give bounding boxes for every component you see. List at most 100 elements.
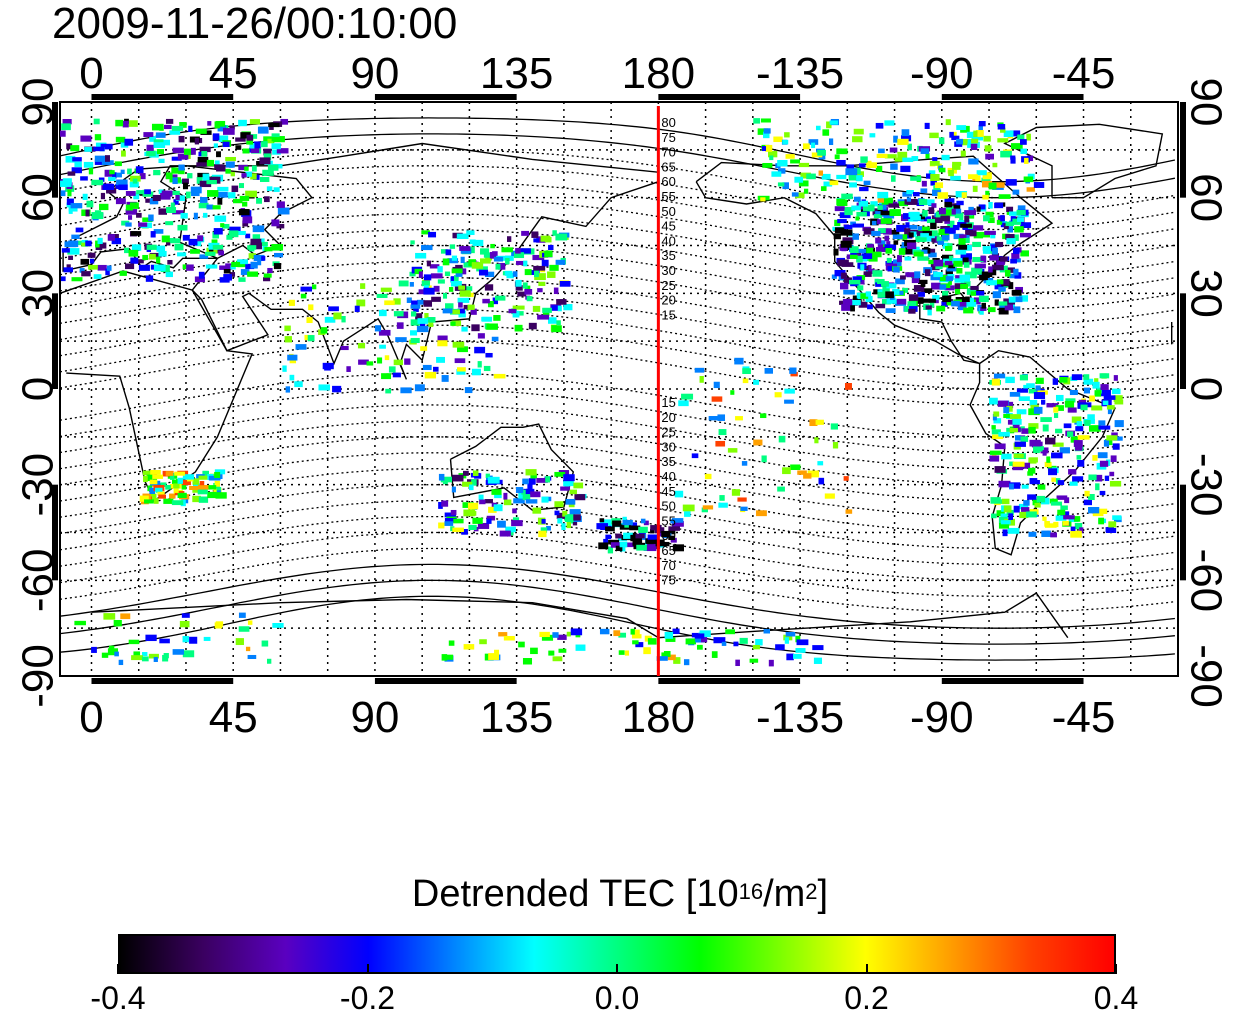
tec-point <box>933 271 943 278</box>
tec-point <box>300 286 313 292</box>
tec-point <box>975 130 984 137</box>
tec-point <box>860 264 865 271</box>
tec-point <box>444 512 456 518</box>
tec-point <box>599 519 612 526</box>
tec-point <box>478 494 484 501</box>
tec-point <box>145 275 154 282</box>
tec-point <box>259 157 271 165</box>
tec-point <box>102 183 115 190</box>
tec-point <box>497 520 506 528</box>
tec-point <box>886 257 892 263</box>
tec-point <box>101 652 109 658</box>
tec-point <box>445 303 454 309</box>
tec-point <box>959 274 971 282</box>
tec-point <box>815 419 824 425</box>
tec-point <box>953 233 964 240</box>
tec-point <box>190 186 202 194</box>
tec-point <box>217 125 227 132</box>
tec-point <box>638 526 648 533</box>
tec-point <box>1055 515 1067 521</box>
tec-point <box>981 177 991 183</box>
tec-point <box>494 649 500 656</box>
tec-point <box>1013 453 1024 458</box>
tec-point <box>711 651 718 658</box>
tec-point <box>522 478 529 485</box>
tec-point <box>718 429 727 436</box>
tec-point <box>248 253 256 259</box>
tec-point <box>60 190 66 197</box>
tec-point <box>541 518 546 524</box>
tec-point <box>538 530 547 538</box>
tec-point <box>62 178 72 185</box>
tec-point <box>114 651 119 657</box>
tec-point <box>146 474 153 482</box>
tec-point <box>530 647 538 655</box>
tec-point <box>933 259 944 267</box>
tec-point <box>889 147 898 153</box>
tec-point <box>957 305 967 311</box>
tec-point <box>103 613 116 620</box>
tec-point <box>994 299 999 306</box>
tec-point <box>1069 389 1078 396</box>
tec-point <box>231 261 241 267</box>
tec-point <box>893 259 902 267</box>
tec-point <box>70 145 80 152</box>
y-tick-left: -90 <box>14 644 63 708</box>
tec-point <box>982 194 989 200</box>
tec-point <box>137 259 144 264</box>
tec-point <box>146 144 154 151</box>
tec-point <box>757 128 769 135</box>
tec-point <box>937 240 945 245</box>
tec-point <box>843 476 849 481</box>
tec-point <box>307 335 315 342</box>
contour-label: 30 <box>661 263 675 278</box>
tec-point <box>753 439 763 446</box>
tec-point <box>878 228 886 234</box>
tec-point <box>150 231 156 238</box>
tec-point <box>455 264 463 270</box>
contour-line <box>59 324 1175 390</box>
tec-point <box>557 634 567 640</box>
tec-point <box>504 270 513 276</box>
tec-point <box>980 255 986 262</box>
tec-point <box>1088 494 1095 501</box>
tec-point <box>727 448 738 453</box>
tec-point <box>214 471 221 478</box>
tec-point <box>1013 296 1023 303</box>
tec-point <box>91 179 104 186</box>
tec-point <box>967 174 978 180</box>
tec-point <box>884 235 890 242</box>
tec-point <box>912 192 920 197</box>
tec-point <box>1094 390 1102 397</box>
tec-point <box>785 632 796 637</box>
tec-point <box>931 238 936 243</box>
tec-point <box>172 649 185 655</box>
tec-point <box>619 541 628 548</box>
tec-point <box>205 251 216 256</box>
tec-point <box>65 155 76 163</box>
tec-point <box>930 274 941 281</box>
tec-point <box>247 245 257 250</box>
tec-point <box>563 303 573 311</box>
tec-point <box>993 373 1006 379</box>
tec-point <box>1006 206 1014 212</box>
tec-point <box>1049 498 1058 504</box>
tec-point <box>171 156 182 161</box>
tec-point <box>970 291 977 296</box>
tec-point <box>630 628 636 635</box>
tec-point <box>1057 480 1065 486</box>
contour-label: 50 <box>661 499 675 514</box>
colorbar-title: Detrended TEC [1016/m2] <box>411 873 829 915</box>
tec-point <box>406 297 412 303</box>
tec-point <box>996 219 1003 225</box>
tec-point <box>907 242 917 250</box>
tec-point <box>66 198 74 205</box>
tec-point <box>948 220 955 228</box>
tec-point <box>917 256 929 261</box>
tec-point <box>169 130 181 135</box>
tec-point <box>429 264 440 269</box>
tec-point <box>170 202 175 208</box>
tec-point <box>556 299 567 305</box>
tec-point <box>206 159 215 167</box>
tec-point <box>1026 187 1035 192</box>
